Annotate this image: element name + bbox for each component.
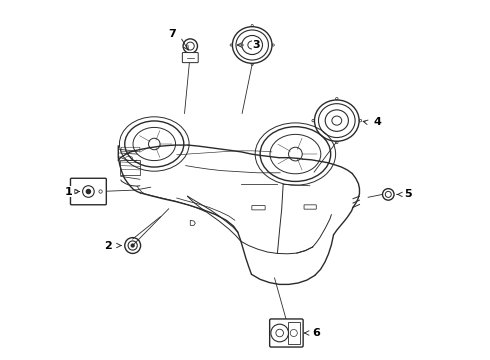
Circle shape: [131, 244, 134, 247]
Polygon shape: [190, 220, 196, 225]
Text: 5: 5: [404, 189, 412, 199]
Text: 1: 1: [65, 186, 73, 197]
Text: 3: 3: [252, 40, 260, 50]
Text: 7: 7: [168, 29, 176, 39]
FancyBboxPatch shape: [270, 319, 303, 347]
Text: 2: 2: [104, 240, 112, 251]
Text: 4: 4: [373, 117, 381, 127]
Circle shape: [86, 189, 91, 194]
Text: 6: 6: [313, 328, 320, 338]
FancyBboxPatch shape: [182, 53, 198, 63]
FancyBboxPatch shape: [71, 178, 106, 205]
